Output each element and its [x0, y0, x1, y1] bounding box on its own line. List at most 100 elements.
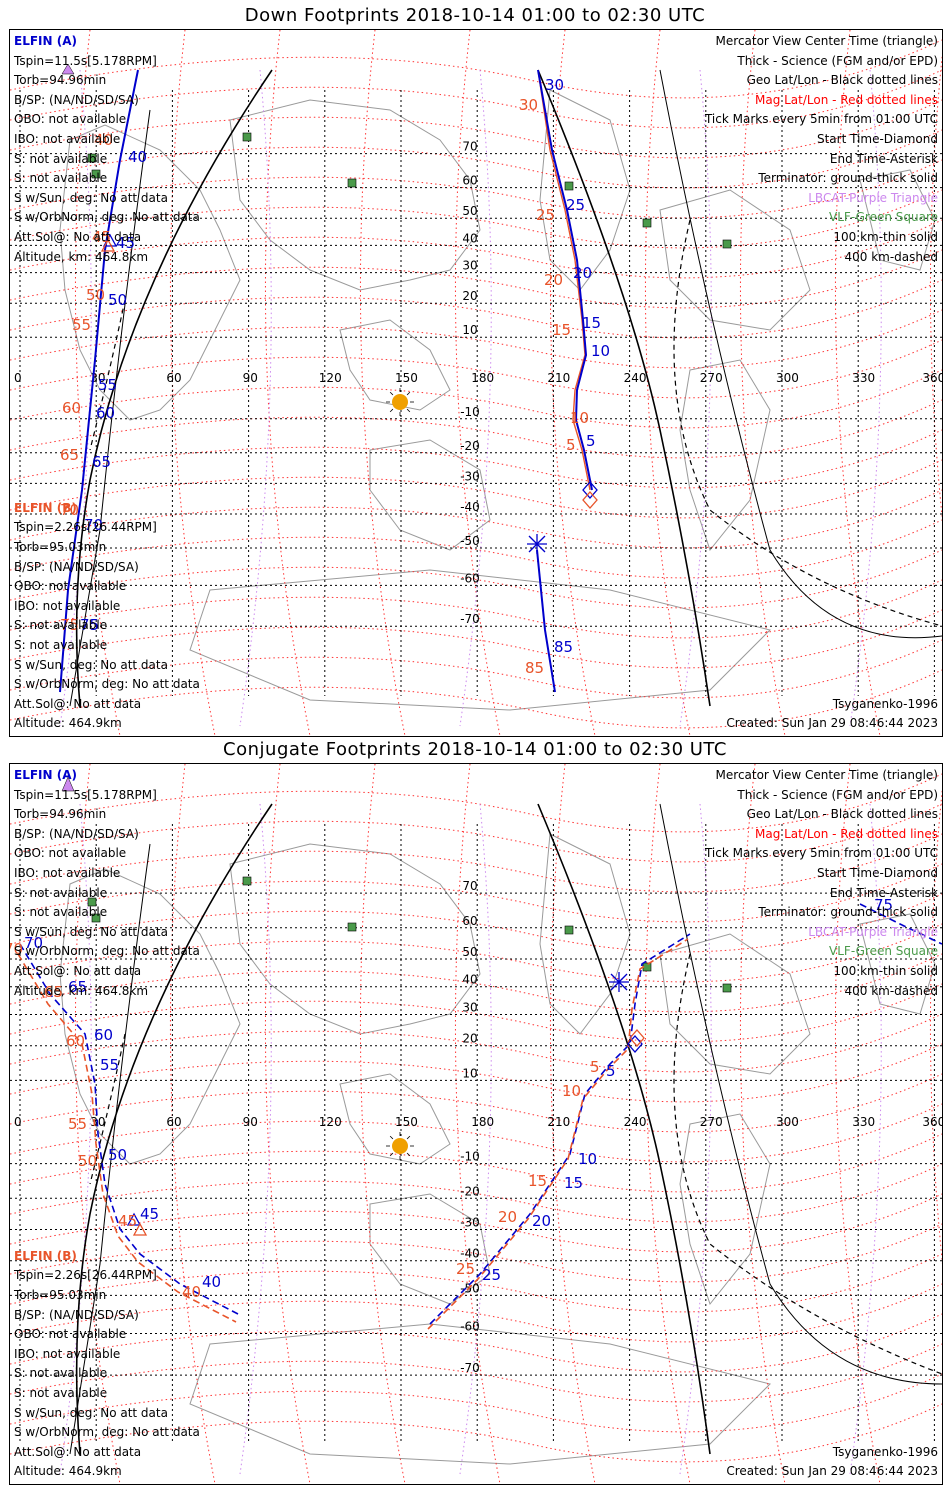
lat-tick-60: 60	[462, 914, 477, 928]
sun-ray-3	[389, 1152, 394, 1157]
coastline-5	[659, 933, 811, 1075]
mag-lat-line-3	[10, 863, 942, 923]
mag-lat-line-12	[10, 399, 942, 459]
end-asterisk-a	[527, 534, 547, 554]
vlf-square-1	[87, 897, 97, 907]
mag-lat-line-7	[10, 249, 942, 309]
mag-lat-line-6	[10, 953, 942, 1013]
sun-ray-7	[406, 391, 411, 396]
track-label-a-5: 5	[586, 432, 596, 450]
thin-100km-right	[659, 69, 942, 639]
sat-a-altitude: Altitude, km: 464.8km	[14, 249, 149, 264]
lon-tick-150: 150	[395, 1115, 418, 1129]
mag-lon-line-2	[264, 764, 311, 1484]
view-triangle-a	[126, 1212, 142, 1226]
coastline-0	[59, 124, 241, 421]
terminator	[69, 803, 942, 1455]
geo-grid	[10, 824, 942, 1444]
vlf-square-1	[87, 153, 97, 163]
vlf-square-6	[722, 239, 732, 249]
lat-tick--40: -40	[460, 500, 480, 514]
mag-lon-line-4	[454, 764, 501, 1484]
vlf-square-2	[91, 913, 101, 923]
terminator-right	[537, 803, 711, 1455]
track-label-a-55: 55	[100, 1056, 119, 1074]
legend-l8: Terminator: ground-thick solid	[758, 171, 938, 186]
sun-ray-1	[406, 1152, 411, 1157]
track-label-a-65: 65	[92, 453, 111, 471]
track-a-conj-left	[19, 943, 239, 1315]
sat-a-name: ELFIN (A)	[14, 768, 77, 782]
track-label-a-60: 60	[96, 404, 115, 422]
sat-a-info: ELFIN (A) Tspin=11.5s[5.178RPM] Torb=94.96…	[14, 766, 200, 1001]
sat-b-info: ELFIN (B) Tspin=2.26s[26.44RPM] Torb=95.03…	[14, 499, 200, 734]
sat-a-s-orbnorm: S w/OrbNorm, deg: No att data	[14, 210, 200, 225]
mag-lat-line-16	[10, 519, 942, 579]
lbcat-lines	[59, 803, 882, 1475]
sat-a-bsp: B/SP: (NA/ND/SD/SA)	[14, 826, 139, 841]
sat-a-torb: Torb=94.96min	[14, 73, 107, 88]
legend-l3: Geo Lat/Lon - Black dotted lines	[746, 73, 938, 88]
terminator-left	[75, 803, 273, 1455]
coastline-2	[339, 1073, 451, 1165]
lon-tick-60: 60	[166, 371, 181, 385]
vlf-square-4	[564, 925, 574, 935]
conjugate-footprints-map[interactable]: 70 60 50 40 30 20 10 -10 -20 -30 -40 -50 -60 -70 0 30 60…	[9, 763, 943, 1485]
sat-a-obo: OBO: not available	[14, 112, 127, 127]
lbcat-line-1	[239, 69, 272, 727]
legend-l10: VLF-Green Square	[829, 944, 938, 959]
sun-disc	[392, 1138, 408, 1154]
sat-a-altitude: Altitude, km: 464.8km	[14, 983, 149, 998]
sat-b-obo: OBO: not available	[14, 579, 127, 594]
track-b-conj-right	[427, 938, 689, 1330]
track-label-b-30: 30	[519, 96, 538, 114]
geo-grid	[10, 90, 942, 696]
legend-l3: Geo Lat/Lon - Black dotted lines	[746, 807, 938, 822]
coastline-1	[229, 843, 481, 1035]
lat-tick--50: -50	[460, 534, 480, 548]
sat-a-info: ELFIN (A) Tspin=11.5s[5.178RPM] Torb=94.96…	[14, 32, 200, 267]
vlf-square-0	[242, 876, 252, 886]
coastline-8	[859, 913, 936, 1015]
lbcat-line-2	[459, 69, 492, 727]
track-label-b-70: 70	[60, 501, 79, 519]
lat-tick--20: -20	[460, 1184, 480, 1198]
track-a-conj-topright	[859, 903, 942, 945]
mag-lon-line-5	[549, 30, 596, 736]
mag-lat-line-15	[10, 1223, 942, 1283]
track-label-a-40: 40	[202, 1273, 221, 1291]
sat-b-s-orbnorm: S w/OrbNorm, deg: No att data	[14, 677, 200, 692]
vlf-square-6	[722, 983, 732, 993]
sat-a-s1: S: not available	[14, 885, 108, 900]
lon-tick-180: 180	[471, 1115, 494, 1129]
created-timestamp: Created: Sun Jan 29 08:46:44 2023	[726, 1464, 938, 1479]
track-label-b-55: 55	[68, 1115, 87, 1133]
lat-tick-60: 60	[462, 174, 477, 188]
sat-b-s-orbnorm: S w/OrbNorm, deg: No att data	[14, 1425, 200, 1440]
mag-lat-line-5	[10, 923, 942, 983]
down-footprints-map[interactable]: 70 60 50 40 30 20 10 -10 -20 -30 -40 -50 -60 -70 0 30 60…	[9, 29, 943, 737]
mag-lon-line-9	[929, 787, 942, 1264]
sat-a-tspin: Tspin=11.5s[5.178RPM]	[14, 53, 157, 68]
track-a-down-bottom	[536, 549, 556, 693]
mag-grid	[10, 764, 942, 1484]
mag-lat-line-9	[10, 309, 942, 369]
mag-lon-line-5	[549, 764, 596, 1484]
lat-tick--40: -40	[460, 1247, 480, 1261]
track-label-b-10: 10	[570, 409, 589, 427]
lbcat-line-4	[849, 69, 882, 727]
track-label-a-50: 50	[108, 291, 127, 309]
coastline-5	[659, 189, 811, 331]
track-label-b-20: 20	[498, 1208, 517, 1226]
mag-lat-line-0	[10, 773, 942, 833]
mag-lat-line-11	[10, 1103, 942, 1163]
mag-lon-line-2	[264, 30, 311, 736]
track-label-a-25: 25	[482, 1266, 501, 1284]
sat-b-torb: Torb=95.03min	[14, 540, 107, 555]
mag-lon-line-3	[359, 30, 406, 736]
legend: Mercator View Center Time (triangle) Thic…	[705, 766, 938, 1001]
lat-tick-50: 50	[462, 945, 477, 959]
track-label-a-20: 20	[573, 264, 592, 282]
